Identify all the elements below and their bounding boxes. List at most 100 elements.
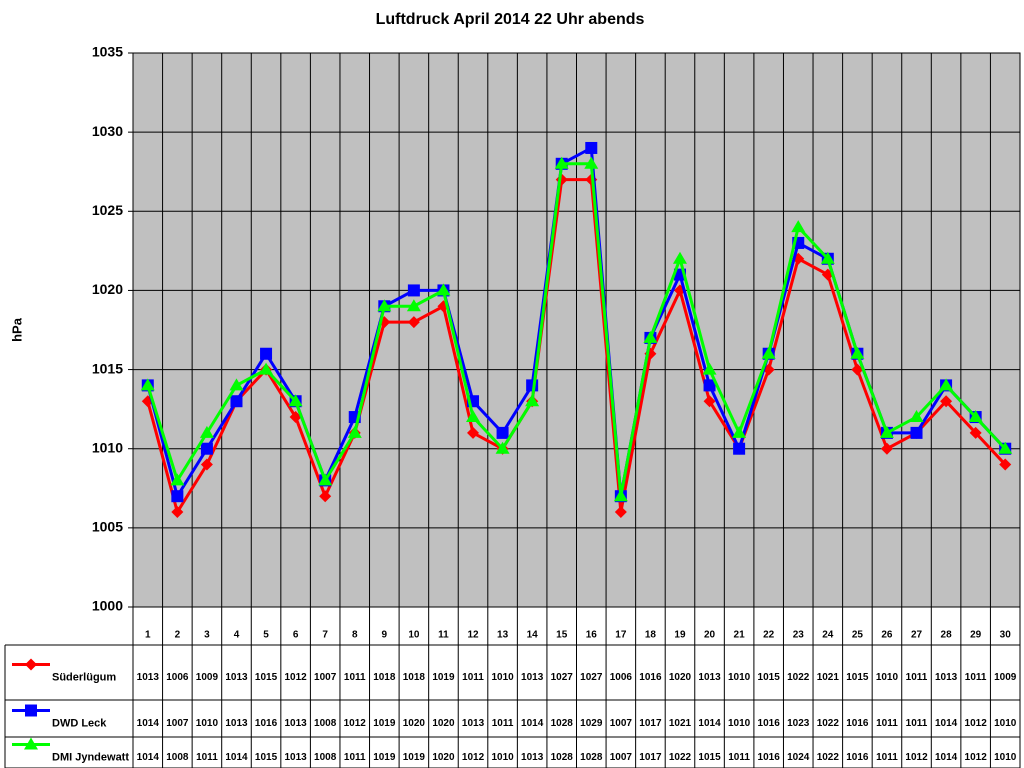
table-cell: 1020: [432, 718, 455, 729]
table-cell: 1017: [639, 752, 662, 763]
table-cell: 1010: [491, 672, 514, 683]
data-point: [496, 426, 509, 439]
x-tick-label: 20: [704, 630, 716, 641]
x-tick-label: 29: [970, 630, 982, 641]
x-tick-label: 17: [615, 630, 627, 641]
data-point: [377, 299, 392, 312]
table-cell: 1008: [314, 752, 337, 763]
table-cell: 1010: [728, 672, 751, 683]
x-tick-label: 3: [204, 630, 210, 641]
table-cell: 1010: [196, 718, 219, 729]
y-tick-label: 1025: [92, 202, 123, 218]
y-tick-label: 1035: [92, 44, 123, 60]
table-cell: 1012: [905, 752, 928, 763]
table-cell: 1010: [728, 718, 751, 729]
table-cell: 1010: [994, 752, 1017, 763]
y-tick-label: 1020: [92, 281, 123, 297]
legend-label: DWD Leck: [52, 717, 107, 729]
data-point: [732, 425, 747, 438]
table-cell: 1013: [284, 752, 307, 763]
table-cell: 1011: [196, 752, 218, 763]
data-point: [909, 410, 924, 423]
data-point: [525, 394, 540, 407]
table-cell: 1028: [551, 752, 574, 763]
data-point: [940, 395, 953, 408]
table-cell: 1010: [491, 752, 514, 763]
data-point: [851, 363, 864, 376]
table-cell: 1011: [462, 672, 484, 683]
legend-marker: [25, 658, 37, 671]
data-point: [969, 426, 982, 439]
table-cell: 1013: [225, 718, 248, 729]
x-tick-label: 18: [645, 630, 657, 641]
x-tick-label: 26: [881, 630, 893, 641]
data-point: [406, 299, 421, 312]
table-cell: 1011: [344, 672, 366, 683]
x-tick-label: 11: [438, 630, 449, 641]
x-tick-label: 23: [793, 630, 805, 641]
x-tick-label: 24: [822, 630, 834, 641]
x-tick-label: 19: [674, 630, 686, 641]
table-cell: 1019: [373, 752, 396, 763]
table-cell: 1012: [344, 718, 367, 729]
x-tick-label: 15: [556, 630, 568, 641]
x-tick-label: 8: [352, 630, 358, 641]
table-cell: 1013: [935, 672, 958, 683]
data-point: [260, 347, 273, 360]
data-point: [554, 156, 569, 169]
table-cell: 1010: [876, 672, 899, 683]
table-cell: 1022: [787, 672, 810, 683]
table-cell: 1015: [255, 672, 278, 683]
data-point: [968, 410, 983, 423]
table-cell: 1021: [817, 672, 840, 683]
legend-marker: [24, 737, 38, 750]
x-tick-label: 13: [497, 630, 509, 641]
table-cell: 1022: [669, 752, 692, 763]
data-point: [850, 346, 865, 359]
data-point: [733, 442, 746, 455]
data-point: [466, 410, 481, 423]
table-cell: 1006: [166, 672, 189, 683]
table-cell: 1018: [403, 672, 426, 683]
table-cell: 1016: [758, 752, 781, 763]
table-cell: 1024: [787, 752, 810, 763]
data-point: [347, 425, 362, 438]
table-cell: 1017: [639, 718, 662, 729]
series-line: [146, 178, 1007, 516]
table-cell: 1012: [965, 752, 988, 763]
data-point: [467, 426, 480, 439]
table-cell: 1015: [698, 752, 721, 763]
x-tick-label: 30: [1000, 630, 1012, 641]
table-cell: 1013: [521, 672, 544, 683]
data-point: [318, 473, 333, 486]
table-cell: 1010: [994, 718, 1017, 729]
x-tick-label: 10: [408, 630, 420, 641]
data-point: [407, 284, 420, 297]
table-cell: 1014: [137, 752, 160, 763]
table-cell: 1011: [906, 672, 928, 683]
data-point: [702, 362, 717, 375]
table-cell: 1027: [551, 672, 574, 683]
table-cell: 1018: [373, 672, 396, 683]
data-point: [200, 458, 213, 471]
table-cell: 1013: [137, 672, 160, 683]
data-point: [703, 379, 716, 392]
table-cell: 1008: [166, 752, 189, 763]
chart-title: Luftdruck April 2014 22 Uhr abends: [376, 11, 645, 28]
legend-label: DMI Jyndewatt: [52, 751, 129, 763]
data-point: [171, 490, 184, 503]
table-cell: 1016: [758, 718, 781, 729]
table-cell: 1014: [521, 718, 544, 729]
data-point: [643, 330, 658, 343]
data-point: [879, 425, 894, 438]
table-cell: 1011: [344, 752, 366, 763]
data-point: [319, 490, 332, 503]
data-point: [791, 220, 806, 233]
data-point: [585, 141, 598, 154]
table-cell: 1014: [935, 718, 958, 729]
x-tick-label: 6: [293, 630, 299, 641]
table-cell: 1012: [284, 672, 307, 683]
data-point: [939, 378, 954, 391]
table-cell: 1014: [935, 752, 958, 763]
